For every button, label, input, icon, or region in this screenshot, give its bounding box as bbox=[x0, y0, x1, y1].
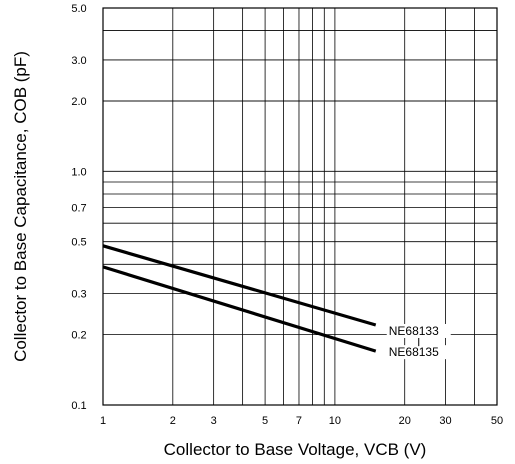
x-tick-label: 2 bbox=[170, 415, 176, 427]
chart-grid bbox=[103, 8, 497, 405]
y-tick-label: 3.0 bbox=[71, 55, 86, 67]
x-axis-title: Collector to Base Voltage, VCB (V) bbox=[164, 440, 427, 459]
x-tick-label: 10 bbox=[329, 415, 341, 427]
y-tick-label: 1.0 bbox=[71, 166, 86, 178]
y-tick-label: 2.0 bbox=[71, 96, 86, 108]
y-tick-label: 0.5 bbox=[71, 237, 86, 249]
y-tick-label: 0.3 bbox=[71, 289, 86, 301]
y-tick-label: 0.2 bbox=[71, 330, 86, 342]
x-tick-label: 20 bbox=[399, 415, 411, 427]
y-axis-title: Collector to Base Capacitance, COB (pF) bbox=[11, 51, 30, 362]
x-tick-label: 1 bbox=[100, 415, 106, 427]
series-labels: NE68133 NE68135 bbox=[386, 323, 451, 360]
x-tick-labels: 1 2 3 5 7 10 20 30 50 bbox=[100, 415, 503, 427]
x-tick-label: 30 bbox=[439, 415, 451, 427]
y-tick-labels: 0.1 0.2 0.3 0.5 0.7 1.0 2.0 3.0 5.0 bbox=[71, 3, 86, 412]
series-label: NE68135 bbox=[389, 345, 439, 359]
x-tick-label: 7 bbox=[296, 415, 302, 427]
series-label-bg bbox=[386, 323, 451, 338]
plot-frame bbox=[102, 7, 498, 406]
x-tick-label: 50 bbox=[491, 415, 503, 427]
series-line bbox=[102, 265, 377, 353]
y-tick-label: 0.7 bbox=[71, 203, 86, 215]
series-label-bg bbox=[386, 345, 451, 360]
x-tick-label: 5 bbox=[262, 415, 268, 427]
y-tick-label: 5.0 bbox=[71, 3, 86, 15]
series-line bbox=[102, 244, 377, 327]
chart-series bbox=[102, 244, 377, 353]
series-label: NE68133 bbox=[389, 324, 439, 338]
y-tick-label: 0.1 bbox=[71, 400, 86, 412]
x-tick-label: 3 bbox=[211, 415, 217, 427]
